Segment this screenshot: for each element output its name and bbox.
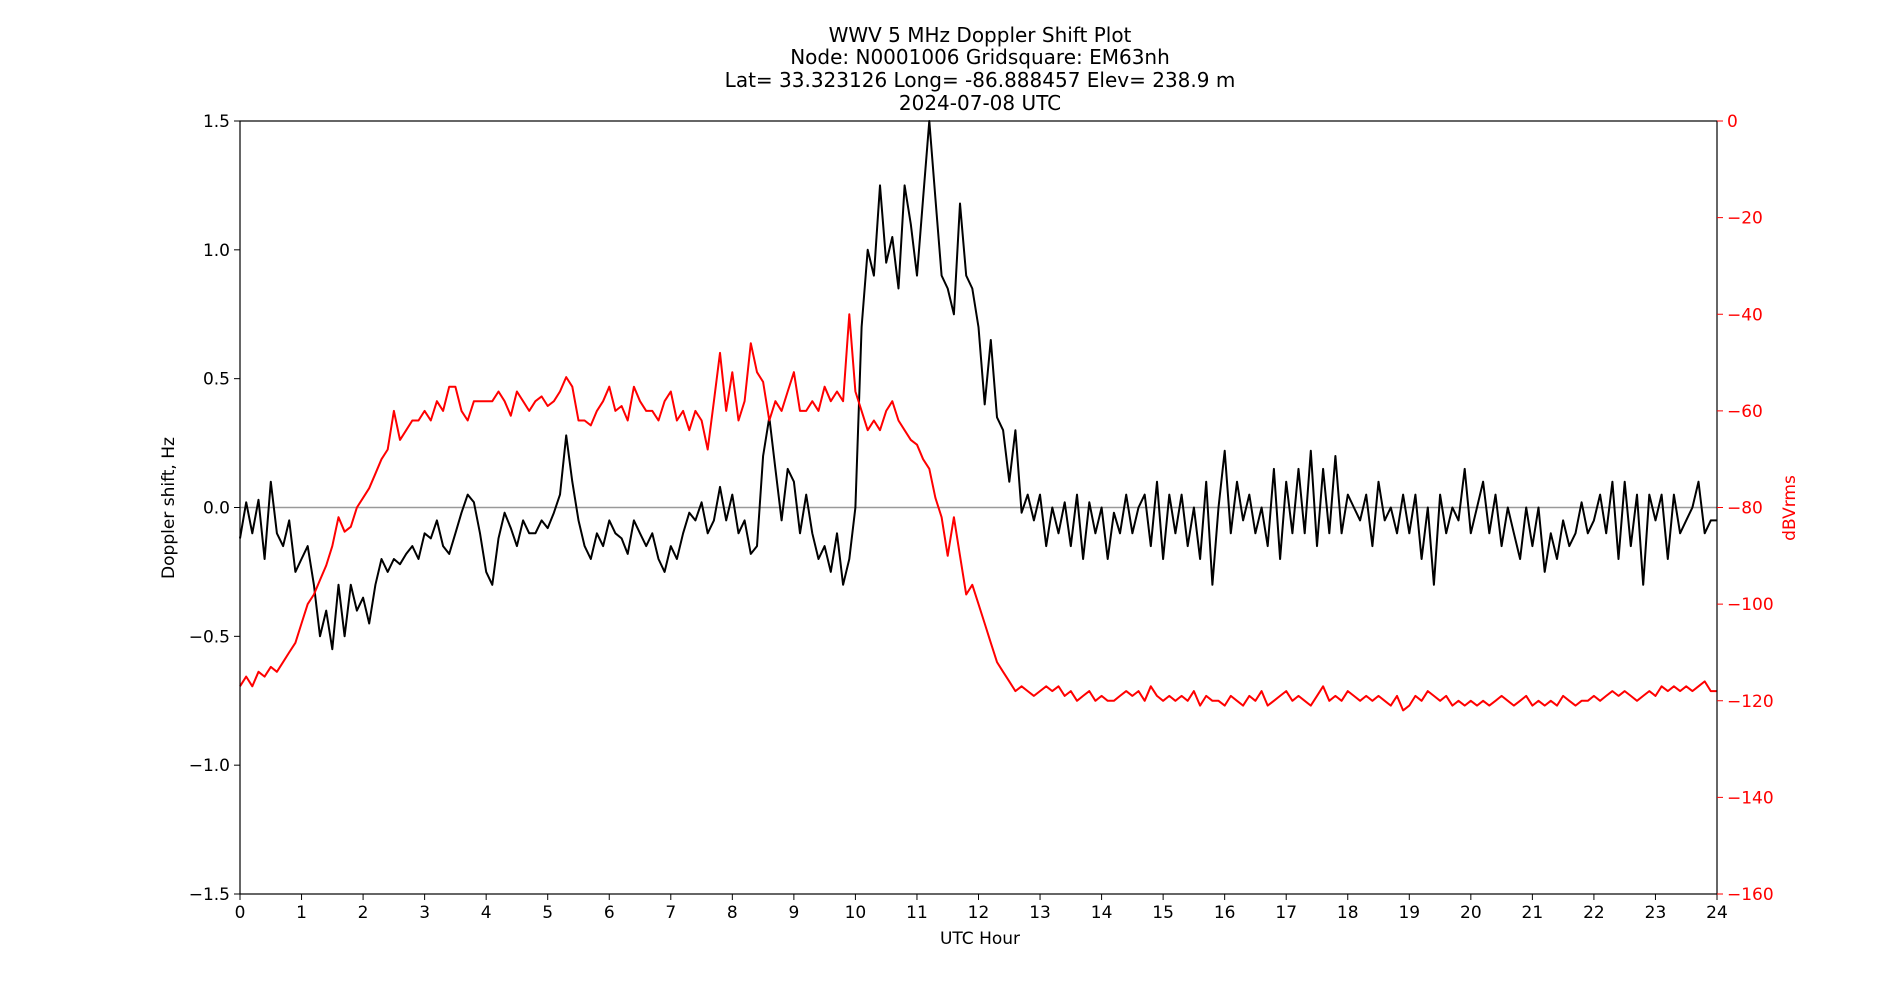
doppler-series-line <box>239 120 1717 651</box>
y-tick-label: −1.0 <box>189 756 230 776</box>
x-tick-label: 4 <box>481 903 492 923</box>
y-tick-label: 1.0 <box>203 241 230 261</box>
y2-tick-label: −160 <box>1727 885 1774 905</box>
x-tick-label: 10 <box>845 903 867 923</box>
x-tick-label: 24 <box>1706 903 1728 923</box>
x-tick-label: 18 <box>1337 903 1359 923</box>
x-tick-label: 23 <box>1645 903 1667 923</box>
x-tick-label: 21 <box>1522 903 1544 923</box>
y2-tick-label: −60 <box>1727 402 1763 422</box>
x-tick-label: 3 <box>419 903 430 923</box>
chart-subtitle-location: Lat= 33.323126 Long= -86.888457 Elev= 23… <box>725 68 1236 92</box>
y2-tick-label: 0 <box>1727 112 1738 132</box>
x-tick-label: 9 <box>788 903 799 923</box>
x-tick-label: 6 <box>604 903 615 923</box>
x-tick-label: 8 <box>727 903 738 923</box>
y2-tick-label: −80 <box>1727 499 1763 519</box>
y2-tick-label: −100 <box>1727 595 1774 615</box>
y2-tick-label: −120 <box>1727 692 1774 712</box>
x-tick-label: 17 <box>1275 903 1297 923</box>
x-tick-label: 16 <box>1214 903 1236 923</box>
y-tick-label: 0.5 <box>203 370 230 390</box>
x-tick-label: 15 <box>1152 903 1174 923</box>
x-axis-label: UTC Hour <box>940 929 1020 949</box>
y2-axis-label: dBVrms <box>1780 475 1800 541</box>
chart-title-block: WWV 5 MHz Doppler Shift Plot Node: N0001… <box>725 23 1236 115</box>
x-tick-label: 14 <box>1091 903 1113 923</box>
y-tick-label: −0.5 <box>189 627 230 647</box>
y-tick-label: −1.5 <box>189 885 230 905</box>
y2-tick-label: −40 <box>1727 305 1763 325</box>
y-axis-label: Doppler shift, Hz <box>159 437 179 579</box>
x-tick-label: 19 <box>1398 903 1420 923</box>
axis-ticks: 0 1 2 3 4 5 6 7 8 9 10 11 12 13 14 15 16 17 18 19 20 21 22 23 24… <box>189 112 1774 923</box>
x-tick-label: 13 <box>1029 903 1051 923</box>
x-tick-label: 5 <box>542 903 553 923</box>
y2-tick-label: −20 <box>1727 209 1763 229</box>
chart-subtitle-date: 2024-07-08 UTC <box>899 91 1061 115</box>
x-tick-label: 22 <box>1583 903 1605 923</box>
chart-subtitle-node: Node: N0001006 Gridsquare: EM63nh <box>790 45 1170 69</box>
x-tick-label: 11 <box>906 903 928 923</box>
x-tick-label: 12 <box>968 903 990 923</box>
chart-title: WWV 5 MHz Doppler Shift Plot <box>829 23 1132 47</box>
x-tick-label: 1 <box>296 903 307 923</box>
x-tick-label: 7 <box>665 903 676 923</box>
plot-area <box>239 120 1718 895</box>
y-tick-label: 1.5 <box>203 112 230 132</box>
y-tick-label: 0.0 <box>203 499 230 519</box>
power-series-line <box>239 313 1717 712</box>
x-tick-label: 2 <box>358 903 369 923</box>
x-tick-label: 20 <box>1460 903 1482 923</box>
x-tick-label: 0 <box>235 903 246 923</box>
y2-tick-label: −140 <box>1727 788 1774 808</box>
